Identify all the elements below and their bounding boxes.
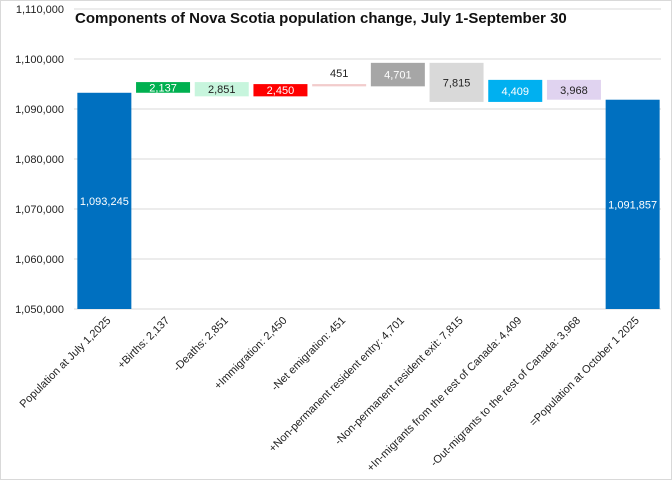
y-tick-label: 1,100,000 bbox=[15, 54, 64, 66]
y-tick-label: 1,110,000 bbox=[16, 4, 64, 16]
bar-8 bbox=[546, 79, 601, 100]
x-axis: Population at July 1,2025 +Births: 2,137-… bbox=[18, 315, 642, 475]
data-label: 451 bbox=[330, 68, 348, 80]
chart-title: Components of Nova Scotia population cha… bbox=[75, 10, 567, 27]
bar-9 bbox=[605, 99, 660, 309]
x-tick-label: Population at July 1,2025 bbox=[18, 315, 114, 411]
data-label: 7,815 bbox=[443, 77, 471, 89]
bar-0 bbox=[77, 92, 132, 310]
data-label: 1,093,245 bbox=[80, 196, 129, 208]
bar-4 bbox=[312, 84, 367, 87]
x-tick-label: +Births: 2,137 bbox=[115, 315, 172, 372]
y-tick-label: 1,090,000 bbox=[15, 104, 64, 116]
data-label: 2,137 bbox=[149, 82, 177, 94]
y-tick-label: 1,070,000 bbox=[15, 204, 64, 216]
data-label: 2,450 bbox=[267, 85, 295, 97]
bar-1 bbox=[136, 82, 191, 93]
bar-2 bbox=[194, 82, 249, 97]
data-label: 2,851 bbox=[208, 84, 236, 96]
y-axis: 1,050,000 1,060,000 1,070,000 1,080,000 1,09… bbox=[15, 4, 64, 316]
bar-3 bbox=[253, 84, 308, 97]
y-tick-label: 1,080,000 bbox=[15, 154, 64, 166]
data-label: 3,968 bbox=[560, 85, 588, 97]
data-label: 4,701 bbox=[384, 70, 412, 82]
x-tick-label: =Population at October 1 2025 bbox=[528, 315, 642, 429]
data-labels: 1,093,245 2,137 2,851 2,450 451 4,701 7,815 4,4… bbox=[80, 68, 657, 211]
x-tick-label: -Non-permanent resident exit: 7,815 bbox=[333, 315, 466, 448]
data-label: 1,091,857 bbox=[608, 199, 657, 211]
bar-7 bbox=[488, 79, 543, 102]
y-tick-label: 1,050,000 bbox=[15, 304, 64, 316]
bar-6 bbox=[429, 62, 484, 102]
x-tick-label: -Deaths: 2,851 bbox=[171, 315, 231, 375]
gridlines bbox=[74, 8, 661, 310]
bars bbox=[77, 62, 660, 310]
data-label: 4,409 bbox=[501, 86, 529, 98]
bar-5 bbox=[370, 62, 425, 87]
y-tick-label: 1,060,000 bbox=[15, 254, 64, 266]
